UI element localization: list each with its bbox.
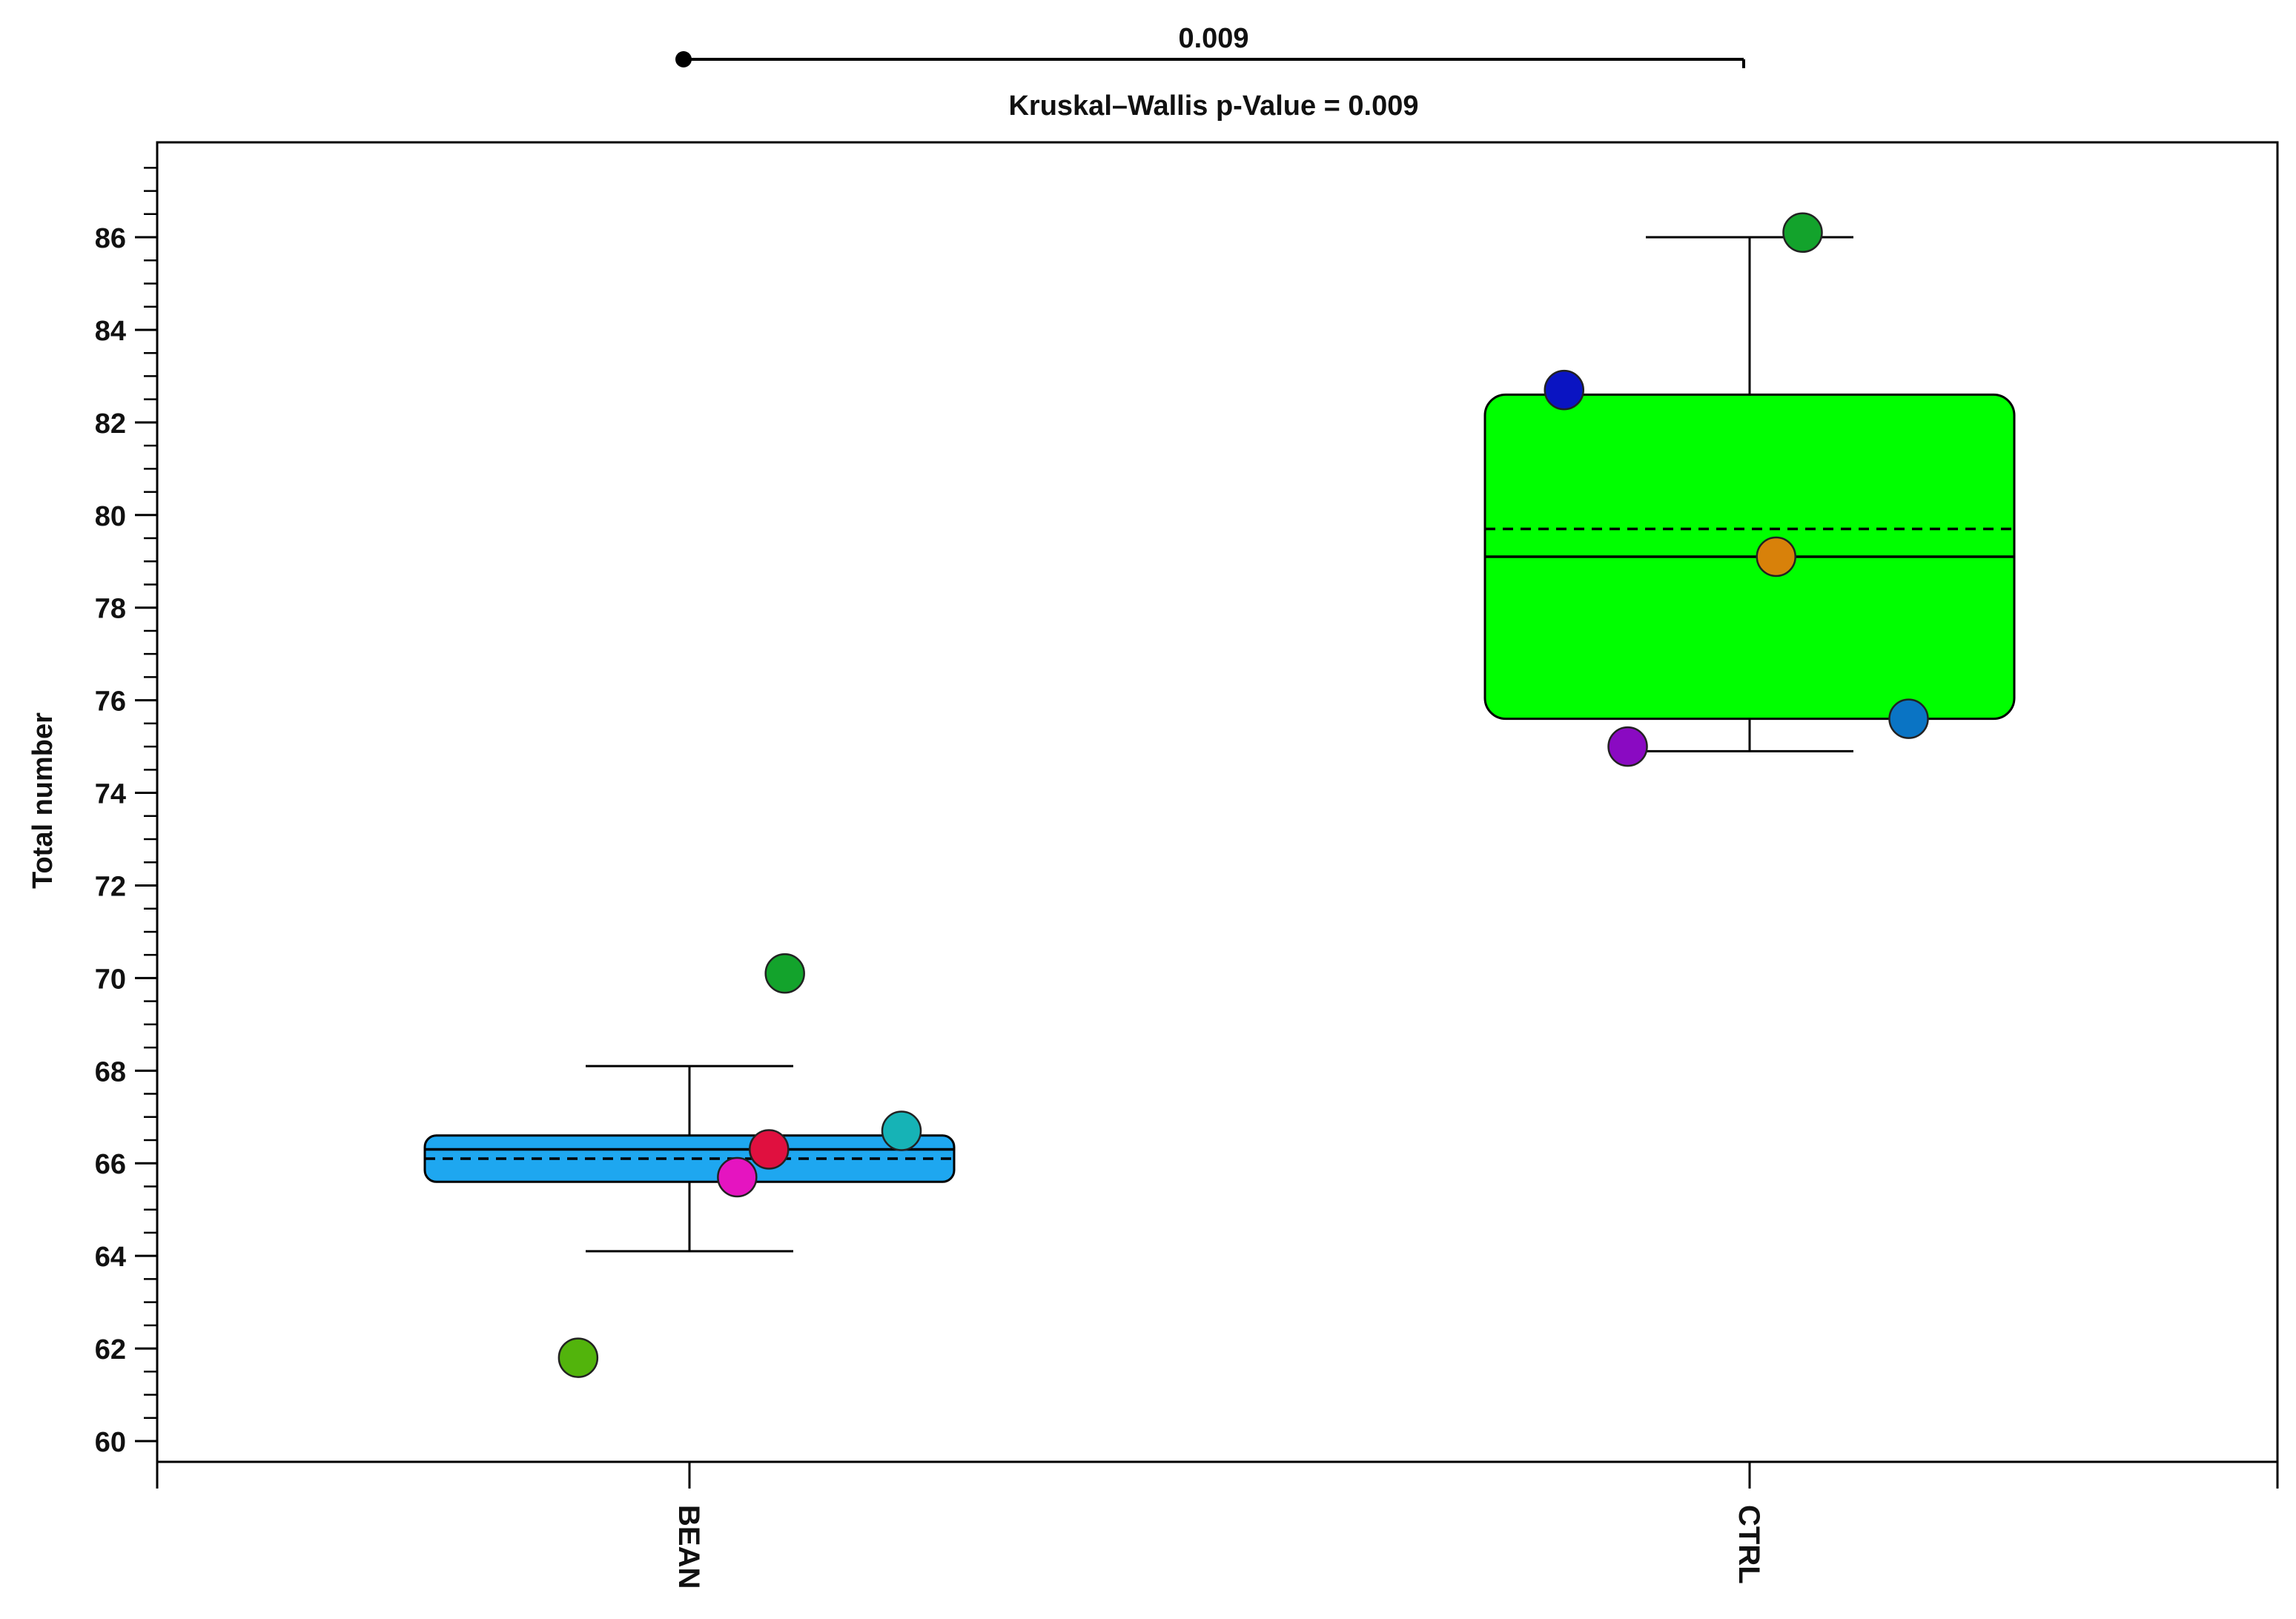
data-point	[1756, 536, 1796, 577]
y-tick-label: 84	[95, 316, 126, 347]
x-tick-label-ctrl: CTRL	[1733, 1505, 1765, 1584]
box-groups	[423, 212, 2016, 1378]
x-tick-label-bean: BEAN	[672, 1505, 705, 1589]
y-tick-label: 78	[95, 594, 126, 625]
y-axis-label: Total number	[27, 712, 59, 889]
y-tick-label: 74	[95, 779, 126, 810]
y-tick-label: 64	[95, 1242, 126, 1273]
data-point	[717, 1156, 758, 1198]
y-tick-label: 72	[95, 871, 126, 902]
y-tick-label: 70	[95, 964, 126, 995]
data-point	[1888, 698, 1929, 739]
data-point	[1607, 726, 1648, 767]
data-point	[1544, 369, 1584, 411]
y-tick-label: 86	[95, 223, 126, 254]
y-axis: 60 62 64 66 68 70 72 74 76 78 80 82 84 86	[95, 167, 157, 1458]
data-point	[881, 1110, 922, 1151]
chart-title: Kruskal–Wallis p-Value = 0.009	[1008, 90, 1418, 122]
bracket-pvalue-label: 0.009	[1178, 23, 1248, 54]
box-group-ctrl	[1483, 212, 2016, 767]
data-point	[764, 953, 805, 994]
y-tick-label: 66	[95, 1149, 126, 1180]
y-tick-label: 62	[95, 1334, 126, 1365]
x-axis: BEAN CTRL	[156, 1462, 2279, 1589]
data-point	[749, 1129, 790, 1170]
box-group-bean	[423, 953, 956, 1378]
data-point	[1782, 212, 1823, 254]
plot-area	[156, 141, 2279, 1463]
y-tick-label: 76	[95, 686, 126, 718]
y-tick-label: 80	[95, 501, 126, 532]
y-tick-label: 68	[95, 1056, 126, 1087]
data-point	[558, 1337, 599, 1378]
significance-bracket: 0.009	[675, 23, 1745, 68]
y-tick-label: 82	[95, 408, 126, 440]
y-tick-label: 60	[95, 1427, 126, 1458]
